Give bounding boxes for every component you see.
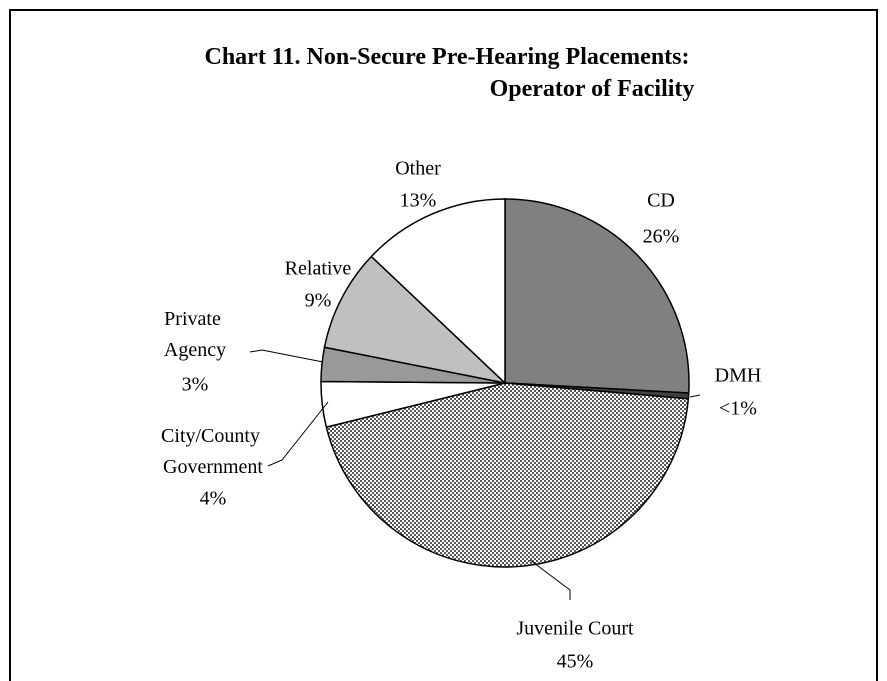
slice-label: Relative (285, 258, 352, 280)
slice-label: Other (395, 158, 441, 180)
leader-line (689, 394, 701, 398)
chart-title: Chart 11. Non-Secure Pre-Hearing Placeme… (204, 44, 695, 102)
pie-slice (370, 198, 506, 385)
value-label: 26% (643, 226, 680, 248)
slice-label: City/County Government (161, 425, 265, 478)
slice-label: CD (647, 190, 675, 212)
leader-line (529, 559, 571, 600)
value-label: 4% (200, 488, 227, 510)
value-label: 3% (182, 374, 209, 396)
value-label: 9% (305, 290, 332, 312)
pie-slice (504, 198, 690, 394)
pie-slice (325, 382, 690, 568)
slice-label: Juvenile Court (516, 618, 634, 640)
value-label: 45% (557, 651, 594, 673)
value-label: <1% (719, 398, 757, 420)
leader-line (267, 401, 329, 467)
leader-line (249, 349, 324, 363)
slice-label: DMH (715, 365, 762, 387)
slice-label: Private Agency (164, 308, 226, 361)
frame (9, 9, 878, 681)
pie-slice (323, 255, 508, 385)
value-label: 13% (400, 190, 437, 212)
